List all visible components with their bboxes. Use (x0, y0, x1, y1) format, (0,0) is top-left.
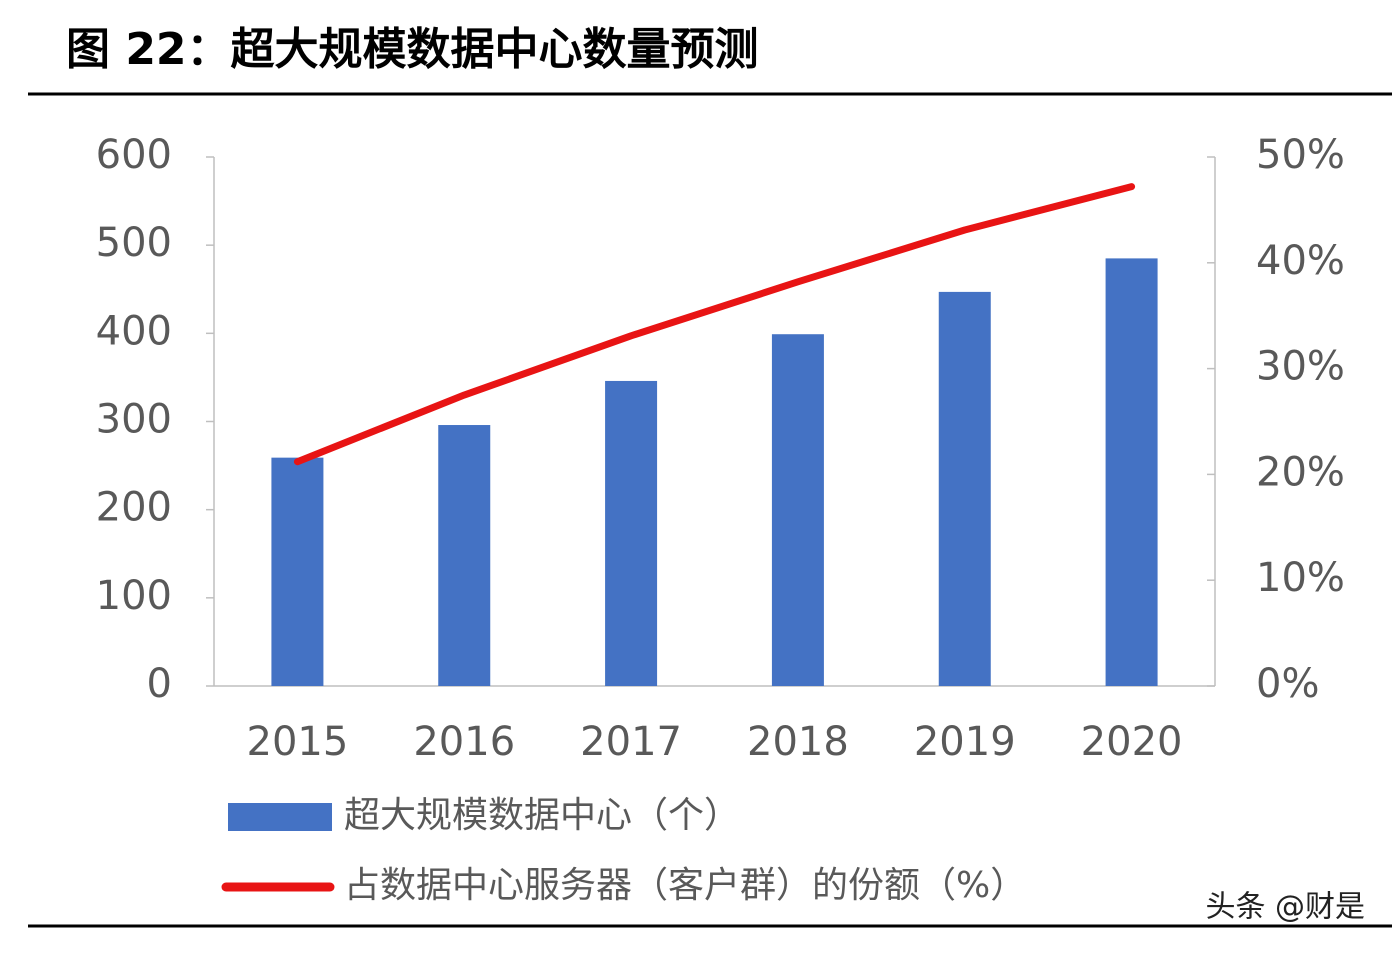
x-tick-label: 2020 (1081, 719, 1183, 765)
y-tick-label: 0 (147, 661, 172, 707)
chart-title: 图 22：超大规模数据中心数量预测 (66, 24, 759, 75)
y2-tick-label: 20% (1256, 449, 1345, 495)
x-tick-label: 2015 (247, 719, 349, 765)
x-tick-label: 2018 (747, 719, 849, 765)
legend-label: 占数据中心服务器（客户群）的份额（%） (344, 865, 1026, 906)
line (293, 183, 1136, 466)
y2-tick-label: 30% (1256, 344, 1345, 390)
bar (938, 291, 991, 686)
bar (771, 334, 824, 686)
y2-tick-label: 50% (1256, 132, 1345, 178)
y-tick-label: 100 (96, 573, 172, 619)
y2-tick-label: 0% (1256, 661, 1319, 707)
watermark: 头条 @财是 (1205, 890, 1365, 925)
y-tick-label: 200 (96, 485, 172, 531)
legend-swatch (228, 803, 332, 831)
bar (271, 457, 324, 686)
x-tick-label: 2019 (914, 719, 1016, 765)
y-tick-label: 300 (96, 397, 172, 443)
legend-label: 超大规模数据中心（个） (344, 795, 740, 836)
bar (605, 380, 658, 686)
y2-tick-label: 10% (1256, 555, 1345, 601)
y-tick-label: 400 (96, 308, 172, 354)
x-tick-label: 2017 (580, 719, 682, 765)
y2-tick-label: 40% (1256, 238, 1345, 284)
y-tick-label: 600 (96, 132, 172, 178)
bar (438, 425, 491, 686)
x-tick-label: 2016 (413, 719, 515, 765)
y-tick-label: 500 (96, 220, 172, 266)
bar (1105, 258, 1158, 686)
